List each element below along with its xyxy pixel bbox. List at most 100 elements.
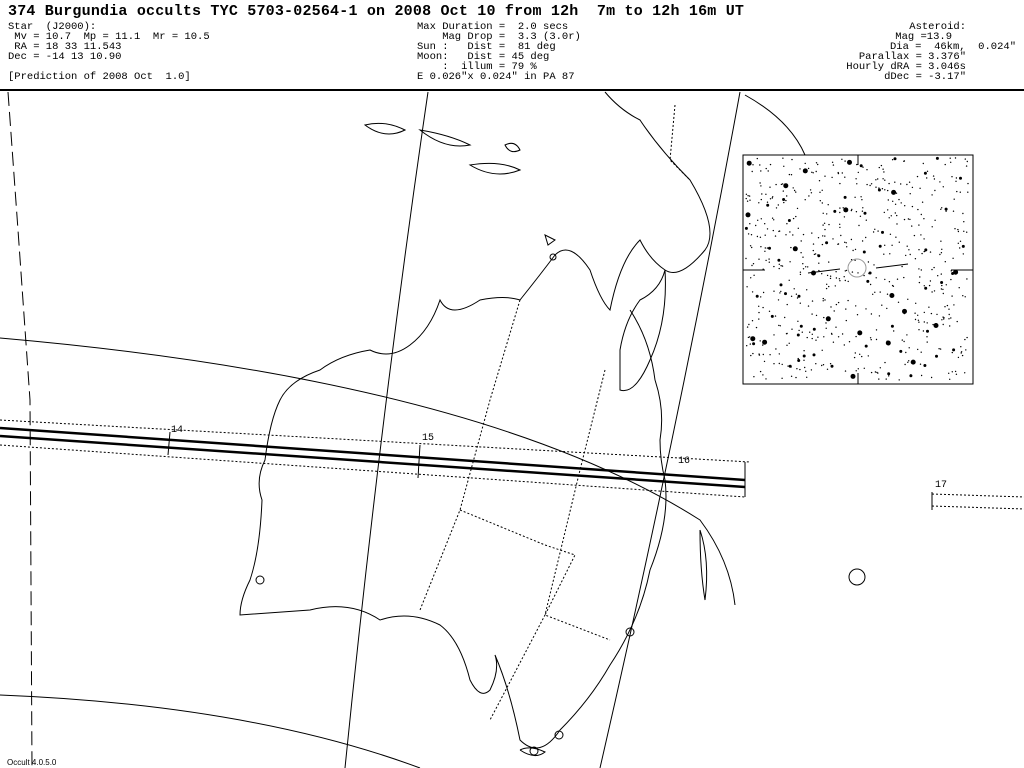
star-dot xyxy=(788,173,791,176)
star-dot xyxy=(886,307,888,310)
star-dot xyxy=(843,195,847,199)
star-dot xyxy=(886,340,888,342)
star-dot xyxy=(923,250,925,253)
star-dot xyxy=(908,249,910,251)
star-dot xyxy=(909,193,911,195)
star-dot xyxy=(811,313,813,315)
star-dot xyxy=(821,273,823,275)
star-dot xyxy=(943,318,945,320)
star-dot xyxy=(815,314,818,317)
star-dot xyxy=(744,226,748,230)
star-dot xyxy=(817,163,819,166)
city-marker xyxy=(255,575,265,585)
star-dot xyxy=(830,332,833,335)
path-limit-dashed xyxy=(0,444,746,498)
star-dot xyxy=(852,249,854,252)
star-dot xyxy=(761,193,763,195)
star-dot xyxy=(868,272,870,275)
star-dot xyxy=(929,251,932,253)
star-dot xyxy=(864,344,868,348)
star-dot xyxy=(815,363,817,365)
star-dot xyxy=(964,158,966,160)
star-dot xyxy=(773,290,775,292)
star-dot xyxy=(955,373,958,375)
star-dot xyxy=(879,367,881,369)
star-dot xyxy=(919,187,921,189)
star-dot xyxy=(746,326,749,328)
star-dot xyxy=(844,370,847,372)
star-dot xyxy=(919,276,921,278)
star-dot xyxy=(764,250,766,252)
star-dot xyxy=(876,371,878,374)
star-dot xyxy=(854,352,856,354)
star-dot xyxy=(937,275,939,277)
star-dot xyxy=(759,164,761,166)
star-dot xyxy=(745,197,747,200)
star-dot xyxy=(814,253,817,255)
star-dot xyxy=(932,323,934,326)
star-dot xyxy=(953,269,959,275)
star-dot xyxy=(948,308,950,310)
star-dot xyxy=(931,291,933,293)
star-dot xyxy=(888,217,890,219)
star-dot xyxy=(812,243,815,245)
star-dot xyxy=(917,348,919,351)
star-dot xyxy=(797,294,801,298)
star-dot xyxy=(884,189,886,191)
star-dot xyxy=(887,189,889,192)
city-marker xyxy=(549,253,557,261)
star-dot xyxy=(890,215,892,217)
star-dot xyxy=(835,326,837,328)
star-dot xyxy=(758,258,760,260)
star-dot xyxy=(941,284,943,287)
star-dot xyxy=(804,162,806,165)
star-dot xyxy=(914,318,917,321)
star-dot xyxy=(903,340,905,343)
path-limit-dashed xyxy=(931,493,1024,498)
star-dot xyxy=(923,311,925,314)
star-dot xyxy=(752,342,756,346)
star-dot xyxy=(749,343,751,345)
star-dot xyxy=(759,340,761,342)
star-dot xyxy=(832,341,835,343)
star-dot xyxy=(917,314,919,316)
star-dot xyxy=(951,295,953,297)
star-dot xyxy=(910,374,912,376)
star-dot xyxy=(918,321,920,323)
star-dot xyxy=(762,306,764,309)
star-dot xyxy=(756,157,758,160)
moon-distance: Moon: Dist = 45 deg xyxy=(417,51,550,63)
star-dot xyxy=(768,261,770,263)
star-dot xyxy=(920,374,923,377)
star-dot xyxy=(940,240,942,242)
star-dot xyxy=(790,174,793,176)
star-dot xyxy=(967,182,969,185)
prediction-date: [Prediction of 2008 Oct 1.0] xyxy=(8,71,191,83)
star-dot xyxy=(949,157,951,159)
star-dot xyxy=(863,367,865,369)
star-dot xyxy=(762,291,765,294)
star-dot xyxy=(854,259,856,261)
star-dot xyxy=(945,284,947,286)
star-dot xyxy=(920,269,922,271)
star-dot xyxy=(954,228,956,230)
star-dot xyxy=(806,289,808,291)
horizon-dashed xyxy=(7,91,33,768)
star-dot xyxy=(799,302,801,304)
star-dot xyxy=(775,207,778,209)
star-dot xyxy=(802,256,804,258)
star-dot xyxy=(889,233,892,235)
star-dot xyxy=(769,186,771,188)
star-dot xyxy=(882,168,884,170)
star-dot xyxy=(768,246,771,250)
star-dot xyxy=(790,375,793,377)
star-dot xyxy=(785,234,787,236)
star-dot xyxy=(939,181,941,183)
star-dot xyxy=(858,224,860,227)
star-dot xyxy=(875,179,877,181)
star-dot xyxy=(967,191,969,193)
star-dot xyxy=(832,164,835,166)
star-dot xyxy=(750,277,752,279)
star-dot xyxy=(837,301,840,304)
star-dot xyxy=(951,272,955,275)
